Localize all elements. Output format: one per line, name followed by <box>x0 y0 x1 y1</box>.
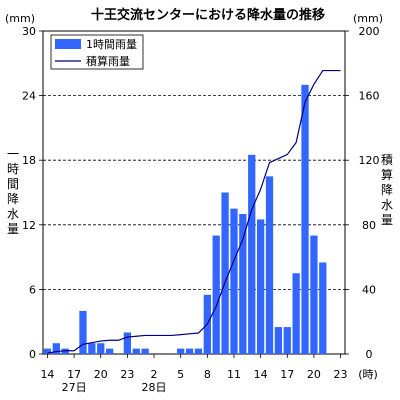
left-axis-unit: (mm) <box>5 12 35 25</box>
right-tick-label: 160 <box>359 90 380 103</box>
bar <box>141 348 149 354</box>
right-axis-label-char: 降 <box>381 183 393 197</box>
bar <box>221 192 229 354</box>
right-tick-label: 80 <box>362 219 376 232</box>
left-tick-label: 6 <box>29 283 36 296</box>
bar <box>248 154 256 354</box>
right-tick-label: 200 <box>359 25 380 38</box>
right-axis-label-char: 水 <box>381 198 393 212</box>
legend-line-label: 積算雨量 <box>86 54 130 68</box>
right-tick-label: 120 <box>359 154 380 167</box>
x-tick-label: 14 <box>40 368 54 381</box>
bar <box>283 327 291 354</box>
bar <box>265 176 274 354</box>
x-tick-label: 5 <box>177 368 184 381</box>
bar <box>212 235 220 354</box>
legend-bar-swatch <box>55 39 81 49</box>
left-tick-label: 24 <box>22 90 36 103</box>
left-axis-label-char: 時 <box>7 162 19 176</box>
left-axis-label-char: 一 <box>7 147 19 161</box>
bar <box>97 343 105 354</box>
bar <box>301 84 309 354</box>
chart-title: 十王交流センターにおける降水量の推移 <box>91 7 325 23</box>
right-tick-label: 0 <box>366 348 373 361</box>
bar <box>105 348 114 354</box>
bar <box>230 208 238 354</box>
bar <box>274 327 283 354</box>
left-tick-label: 0 <box>29 348 36 361</box>
bar <box>310 235 318 354</box>
left-tick-label: 18 <box>22 154 36 167</box>
date-labels: 27日 28日 <box>62 381 167 394</box>
x-tick-label: 2 <box>151 368 158 381</box>
date-label: 28日 <box>142 381 167 394</box>
x-tick-label: 20 <box>307 368 321 381</box>
bar <box>177 348 185 354</box>
bar <box>79 310 87 354</box>
date-label: 27日 <box>62 381 87 394</box>
plot-area <box>42 30 346 355</box>
left-axis-ticks: 0 6 12 18 24 30 <box>22 25 43 361</box>
x-tick-label: 17 <box>67 368 81 381</box>
bar <box>123 332 132 354</box>
legend: 1時間雨量 積算雨量 <box>50 34 144 70</box>
bar <box>194 348 203 354</box>
bar <box>185 348 194 354</box>
x-axis-ticks: 14 17 20 23 2 5 8 11 14 17 20 23 <box>40 354 348 381</box>
left-tick-label: 12 <box>22 219 36 232</box>
x-tick-label: 23 <box>120 368 134 381</box>
x-tick-label: 8 <box>204 368 211 381</box>
bar <box>319 262 327 354</box>
left-axis-label-char: 間 <box>7 177 19 191</box>
left-tick-label: 30 <box>22 25 36 38</box>
bar <box>43 348 52 354</box>
bar <box>256 219 265 354</box>
bar <box>292 273 300 354</box>
cumulative-line <box>47 69 341 354</box>
right-axis-label-char: 算 <box>381 167 393 182</box>
x-axis-unit: (時) <box>358 368 378 381</box>
x-tick-label: 14 <box>254 368 268 381</box>
right-axis-ticks: 0 40 80 120 160 200 <box>345 25 380 361</box>
right-tick-label: 40 <box>362 283 376 296</box>
bar <box>52 343 60 354</box>
left-axis-label-char: 量 <box>7 222 19 236</box>
bar <box>88 343 96 354</box>
x-tick-label: 11 <box>227 368 241 381</box>
legend-box <box>50 34 144 70</box>
right-axis-label-char: 量 <box>381 213 393 227</box>
x-tick-label: 17 <box>280 368 294 381</box>
left-axis-label-char: 降 <box>7 192 19 206</box>
left-axis-label-char: 水 <box>7 207 19 221</box>
right-axis-label-char: 積 <box>381 152 393 167</box>
x-tick-label: 20 <box>94 368 108 381</box>
bar <box>132 348 140 354</box>
x-tick-label: 23 <box>334 368 348 381</box>
legend-bar-label: 1時間雨量 <box>86 38 137 51</box>
right-axis-unit: (mm) <box>353 12 383 25</box>
bar <box>239 214 247 354</box>
